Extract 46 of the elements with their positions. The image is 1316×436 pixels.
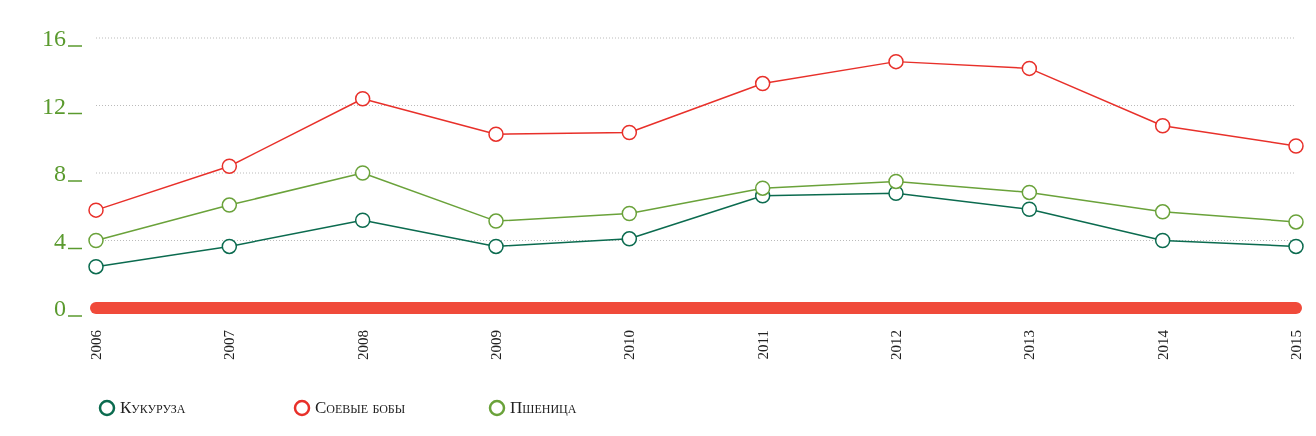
x-tick-label: 2008 [354,330,371,360]
point [88,232,104,249]
x-tick-label: 2013 [1021,330,1038,360]
point [354,165,371,181]
point [221,158,238,174]
point [621,231,638,247]
point [1288,138,1304,154]
x-tick-label: 2011 [754,330,771,360]
point [1021,60,1038,77]
legend-label: Кукуруза [120,398,186,418]
x-tick-label: 2012 [888,330,904,360]
point [888,53,904,70]
y-tick-label: 16 [42,25,66,51]
point [488,238,504,255]
point [488,213,504,229]
point [354,91,371,107]
point [221,197,238,213]
y-tick-label: 12 [42,92,66,119]
point [88,258,104,275]
point [1021,201,1038,218]
legend-label: Соевые бобы [315,398,406,418]
point [1154,118,1171,134]
point [621,124,638,141]
point [488,126,504,142]
x-tick-label: 2006 [88,329,104,360]
point [754,75,771,92]
point [621,205,638,222]
point [88,202,104,218]
point [1288,214,1304,230]
point [354,212,371,228]
point [888,173,904,190]
y-tick-label: 4 [54,227,66,254]
y-tick-label: 8 [54,160,66,186]
x-tick-label: 2015 [1288,330,1304,360]
point [1154,232,1171,249]
point [1021,184,1038,201]
x-tick-label: 2007 [221,329,238,360]
point [1288,238,1304,255]
x-tick-label: 2009 [488,330,504,360]
x-tick-label: 2014 [1154,329,1171,360]
point [1154,204,1171,220]
point [221,238,238,255]
y-tick-label: 0 [54,295,66,321]
x-tick-label: 2010 [621,330,638,360]
legend-label: Пшеница [510,398,577,418]
point [754,180,771,196]
